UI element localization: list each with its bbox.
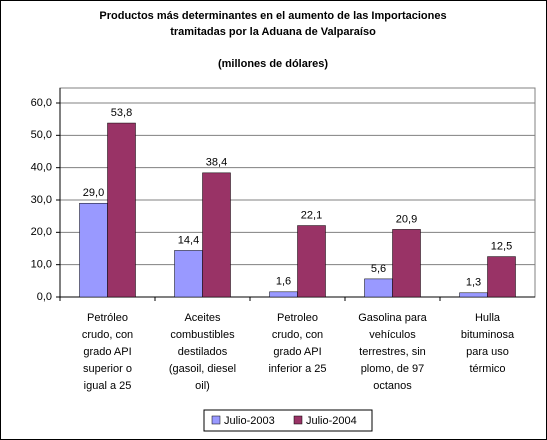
legend-label: Julio-2004 <box>306 415 357 427</box>
x-tick-label: Petroleo crudo, con grado API inferior a 25 <box>268 312 326 375</box>
y-tick-label: 50,0 <box>31 129 52 141</box>
y-tick-label: 40,0 <box>31 162 52 174</box>
bar <box>364 278 393 298</box>
data-label: 5,6 <box>371 263 386 275</box>
data-label: 14,4 <box>178 234 199 246</box>
bar <box>459 292 488 298</box>
y-tick-label: 10,0 <box>31 259 52 271</box>
bar <box>392 229 421 298</box>
legend-swatch <box>211 415 221 425</box>
x-tick-label: Petróleo crudo, con grado API superior o igu… <box>82 312 133 392</box>
bar <box>174 250 203 298</box>
bar <box>202 172 231 298</box>
bar <box>487 256 516 298</box>
y-tick-label: 30,0 <box>31 194 52 206</box>
data-label: 38,4 <box>206 157 227 169</box>
data-label: 1,3 <box>466 277 481 289</box>
bar <box>79 202 108 298</box>
data-label: 12,5 <box>491 240 512 252</box>
legend-label: Julio-2003 <box>224 415 275 427</box>
chart-title: Productos más determinantes en el aument… <box>99 10 446 38</box>
x-tick-label: Hulla bituminosa para uso térmico <box>461 312 515 375</box>
bar <box>107 122 136 298</box>
data-label: 20,9 <box>396 213 417 225</box>
bar <box>297 225 326 298</box>
x-tick-label: Gasolina para vehículos terrestres, sin plo… <box>358 312 427 392</box>
data-label: 1,6 <box>276 276 291 288</box>
data-label: 29,0 <box>83 187 104 199</box>
data-label: 22,1 <box>301 209 322 221</box>
y-tick-label: 20,0 <box>31 226 52 238</box>
x-tick-label: Aceites combustibles destilados (gasoil, di… <box>169 312 236 392</box>
legend-box <box>203 409 373 432</box>
y-tick-label: 60,0 <box>31 97 52 109</box>
chart-subtitle: (millones de dólares) <box>218 58 328 70</box>
y-tick-label: 0,0 <box>37 291 52 303</box>
data-label: 53,8 <box>111 107 132 119</box>
bar <box>269 291 298 298</box>
legend-swatch <box>293 415 303 425</box>
